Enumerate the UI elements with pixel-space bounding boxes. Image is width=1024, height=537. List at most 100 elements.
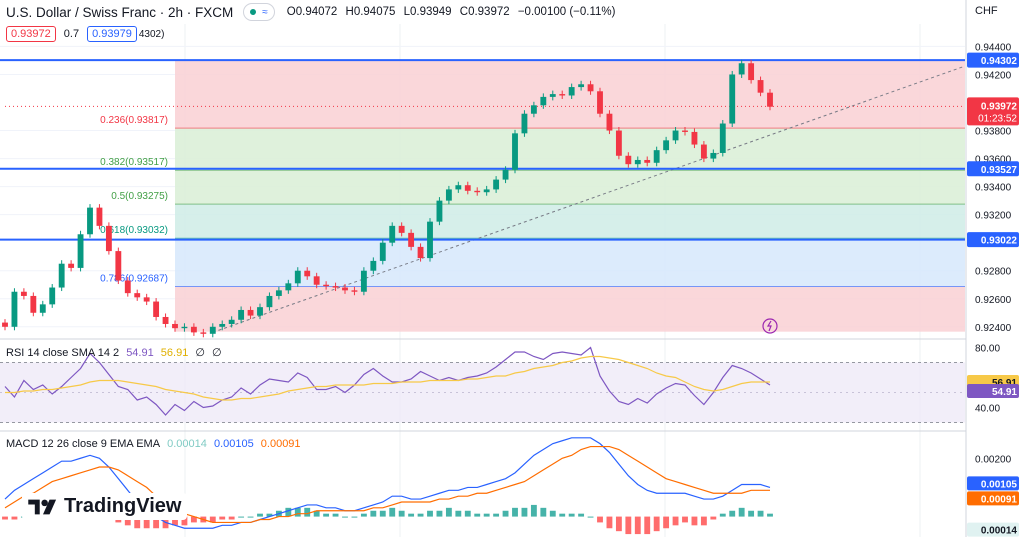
macd-hist-bar xyxy=(351,516,358,518)
macd-hist-bar xyxy=(653,516,660,532)
macd-hist-bar xyxy=(417,513,424,517)
candle xyxy=(512,133,518,170)
macd-hist-bar xyxy=(134,516,141,529)
macd-hist-bar xyxy=(445,507,452,517)
macd-hist-bar xyxy=(549,510,556,517)
price-tick-label: 0.93200 xyxy=(975,211,1012,222)
macd-hist-bar xyxy=(502,510,509,517)
candle xyxy=(313,276,320,285)
candle xyxy=(87,207,93,235)
candle xyxy=(663,140,670,151)
rsi-title: RSI 14 close SMA 14 2 xyxy=(6,347,120,359)
candle xyxy=(351,290,358,292)
macd-hist-bar xyxy=(342,516,348,518)
macd-hist-bar xyxy=(757,510,764,517)
candle xyxy=(615,130,622,156)
macd-hist-bar xyxy=(748,510,755,517)
macd-hist-bar xyxy=(738,507,745,517)
macd-hist-bar xyxy=(483,513,490,517)
candle xyxy=(360,270,367,292)
macd-line-value: 0.00105 xyxy=(213,438,254,450)
macd-hist-bar xyxy=(11,516,18,520)
candle xyxy=(77,234,84,268)
macd-hist-bar xyxy=(304,507,311,517)
candle xyxy=(625,155,632,165)
candle xyxy=(427,221,433,259)
buy-button[interactable]: 0.93979 xyxy=(87,26,137,42)
macd-hist-bar xyxy=(559,513,566,517)
macd-hist-bar xyxy=(512,507,518,517)
flash-bolt xyxy=(766,320,772,332)
candle xyxy=(398,225,405,233)
candle xyxy=(134,293,141,298)
macd-hist-bar xyxy=(370,510,377,517)
macd-hist-bar xyxy=(521,507,528,517)
candle xyxy=(748,63,755,81)
candle xyxy=(549,94,556,97)
rsi-series-line xyxy=(5,355,770,401)
candle xyxy=(285,283,292,291)
candle xyxy=(672,130,679,141)
macd-hist-bar xyxy=(691,516,698,526)
high-value: H0.94075 xyxy=(345,6,396,18)
macd-hist-bar xyxy=(597,516,603,523)
level-badge-bg xyxy=(967,161,1019,177)
sell-button[interactable]: 0.93972 xyxy=(6,26,56,42)
fib-label: 0.236(0.93817) xyxy=(100,115,168,126)
macd-hist-bar xyxy=(124,516,131,526)
macd-hist-bar xyxy=(710,516,717,520)
candle xyxy=(30,295,37,313)
candle xyxy=(124,280,131,294)
candle xyxy=(162,316,169,324)
candle xyxy=(68,263,75,268)
macd-hist-bar xyxy=(379,510,386,517)
candle xyxy=(11,291,18,327)
candle xyxy=(606,113,613,131)
symbol-title[interactable]: U.S. Dollar / Swiss Franc · 2h · FXCM xyxy=(6,4,234,20)
macd-hist-bar xyxy=(323,513,330,517)
rsi-legend[interactable]: RSI 14 close SMA 14 2 54.91 56.91 ∅ ∅ xyxy=(6,346,226,359)
level-badge: 0.93527 xyxy=(981,165,1018,176)
market-status-pill[interactable]: ≈ xyxy=(243,3,275,21)
candle xyxy=(96,207,103,226)
candle xyxy=(408,232,415,247)
macd-hist-bar xyxy=(219,516,226,520)
macd-hist-bar xyxy=(682,516,688,523)
candle xyxy=(540,96,547,106)
macd-hist-bar xyxy=(228,516,235,520)
macd-hist-bar xyxy=(153,516,160,529)
candle xyxy=(257,307,263,316)
candle xyxy=(436,200,443,222)
change-value: −0.00100 (−0.11%) xyxy=(517,6,616,18)
macd-hist-bar xyxy=(190,516,197,523)
brand-name: TradingView xyxy=(64,495,182,517)
macd-hist-bar xyxy=(615,516,622,532)
macd-hist-bar xyxy=(625,516,632,535)
price-tick-label: 0.92800 xyxy=(975,267,1012,278)
macd-hist-bar xyxy=(767,513,773,517)
price-axis-bg xyxy=(966,0,1024,537)
candle xyxy=(559,94,566,96)
macd-hist-bar xyxy=(540,507,547,517)
candle xyxy=(275,290,282,296)
macd-hist-bar xyxy=(672,516,679,526)
level-badge-bg xyxy=(967,232,1019,248)
macd-legend[interactable]: MACD 12 26 close 9 EMA EMA 0.00014 0.001… xyxy=(6,438,305,450)
candle xyxy=(767,92,773,107)
macd-hist-bar xyxy=(143,516,150,529)
candle xyxy=(700,144,707,159)
macd-hist-bar xyxy=(436,510,443,517)
fib-zone xyxy=(175,204,965,239)
candle xyxy=(39,304,46,313)
candle xyxy=(530,105,537,114)
flash-icon xyxy=(762,318,778,334)
macd-hist-bar xyxy=(285,507,292,517)
candle xyxy=(219,323,226,327)
macd-title: MACD 12 26 close 9 EMA EMA xyxy=(6,438,161,450)
candle xyxy=(455,185,462,190)
macd-hist-bar xyxy=(266,513,273,517)
candle xyxy=(691,131,698,145)
macd-hist-bar xyxy=(294,507,301,517)
macd-hist-bar xyxy=(389,507,396,517)
